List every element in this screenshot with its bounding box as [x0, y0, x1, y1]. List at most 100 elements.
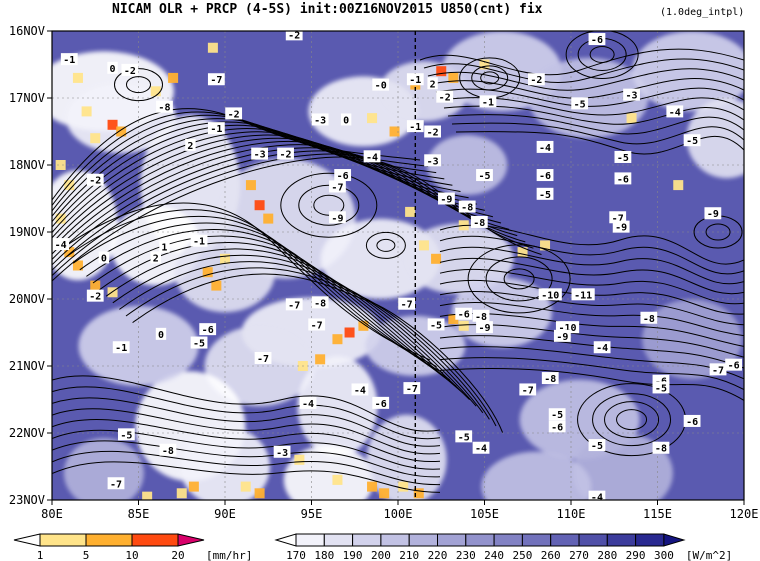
contour-label-bg [403, 382, 421, 395]
contour-label: -1 [193, 237, 205, 248]
contour-label: -8 [158, 103, 170, 114]
contour-label-bg [476, 321, 493, 334]
contour-line [119, 261, 490, 420]
olr-patch [297, 356, 378, 457]
contour-label: -6 [202, 325, 214, 336]
precipitation-cell [142, 491, 153, 500]
contour-label-bg [683, 414, 701, 427]
contour-label: 0 [158, 330, 164, 341]
contour-label-bg [117, 428, 135, 441]
prcp-level-label: 20 [171, 549, 184, 561]
contour-label: -8 [314, 298, 326, 309]
contour-label-bg [406, 73, 424, 86]
contour-label-bg [588, 33, 606, 46]
contour-label-bg [704, 207, 722, 220]
contour-label-bg [107, 61, 118, 74]
contour-label-bg [725, 358, 743, 371]
precipitation-cell [90, 133, 101, 144]
contour-label: -7 [110, 479, 122, 490]
prcp-level-label: 5 [83, 549, 90, 561]
x-axis: 80E 85E 90E 95E 100E 105E 110E 115E 120E [41, 500, 758, 521]
contour-label-bg [155, 327, 167, 340]
y-tick-label: 17NOV [9, 91, 45, 105]
contour-loop [592, 393, 672, 447]
contour-line [52, 147, 518, 266]
precipitation-shading [55, 42, 684, 500]
contour-loop [705, 223, 731, 241]
olr-swatch [352, 533, 382, 547]
contour-label: -4 [669, 107, 681, 118]
contour-label-bg [479, 95, 497, 108]
contour-label: -1 [482, 97, 494, 108]
contour-label-bg [52, 238, 70, 251]
contour-label-bg [476, 169, 493, 182]
contour-loop [126, 76, 151, 94]
contour-line [52, 419, 441, 463]
olr-swatch [323, 533, 354, 547]
contour-label: -2 [124, 66, 136, 77]
contour-label: -6 [375, 399, 387, 410]
precipitation-cell [367, 481, 378, 492]
precipitation-cell [116, 126, 127, 137]
contour-label-bg [334, 169, 352, 182]
contour-label: -7 [406, 384, 418, 395]
olr-low-arrow [274, 533, 297, 547]
contour-loop [467, 244, 571, 314]
contour-label: -6 [458, 310, 470, 321]
contour-loop [298, 184, 360, 226]
precipitation-cell [90, 280, 101, 291]
contour-label-bg [640, 311, 658, 324]
contour-label: -5 [458, 432, 470, 443]
contour-label: -1 [63, 55, 75, 66]
chart-subtitle: (1.0deg_intpl) [660, 7, 744, 18]
olr-swatch [295, 533, 325, 547]
precipitation-cell [479, 59, 490, 70]
contour-label-bg [273, 445, 291, 458]
contour-label-bg [588, 439, 606, 452]
contour-label: -5 [686, 136, 698, 147]
olr-swatch [465, 533, 495, 547]
precipitation-cell [431, 253, 442, 264]
olr-level-label: 230 [456, 549, 476, 561]
contour-label: 2 [153, 253, 159, 264]
contour-label-bg [406, 120, 424, 133]
contour-label-bg [308, 318, 326, 331]
olr-swatch [408, 533, 439, 547]
olr-swatch [493, 533, 523, 547]
contour-label-bg [207, 73, 225, 86]
precipitation-cell [107, 119, 118, 130]
prcp-level-label: 1 [37, 549, 44, 561]
x-tick-label: 110E [557, 507, 586, 521]
contour-line [52, 375, 441, 432]
precipitation-cell [540, 240, 551, 251]
contour-label: 2 [430, 79, 436, 90]
contour-loop [503, 268, 535, 290]
contour-label-bg [536, 187, 554, 200]
contour-label: -2 [530, 75, 542, 86]
contour-label-bg [455, 430, 473, 443]
contour-label-bg [86, 289, 104, 302]
contour-label: 1 [161, 243, 167, 254]
contour-label-bg [652, 381, 670, 394]
contour-label-bg [424, 154, 441, 167]
contour-label: -8 [475, 312, 487, 323]
contour-label: -2 [439, 93, 451, 104]
precipitation-cell [81, 106, 92, 117]
contour-label-bg [427, 318, 445, 331]
precipitation-cell [448, 314, 459, 325]
y-tick-label: 16NOV [9, 24, 45, 38]
contour-line [439, 367, 744, 401]
contour-line [439, 97, 744, 116]
contour-label: -7 [210, 75, 222, 86]
contour-label: -5 [120, 430, 132, 441]
contour-label-bg [438, 192, 455, 205]
precipitation-cell [55, 160, 66, 170]
contour-label-bg [536, 140, 554, 153]
contour-label-bg [340, 113, 352, 126]
contour-label: -2 [89, 176, 101, 187]
contour-label-bg [553, 329, 571, 342]
olr-patch [320, 218, 441, 299]
prcp-unit-label: [mm/hr] [206, 549, 252, 561]
olr-patch [283, 444, 374, 500]
contour-label: -11 [574, 290, 592, 301]
